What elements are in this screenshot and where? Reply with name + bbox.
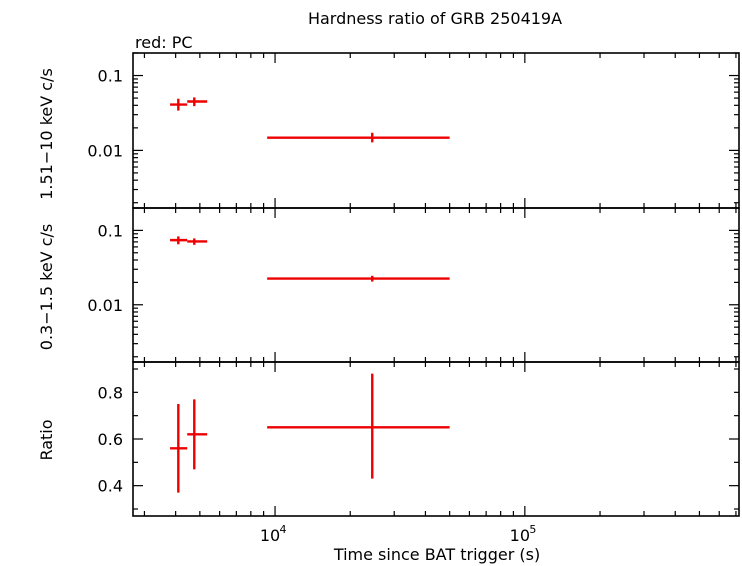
x-tick-label: 10 <box>510 526 530 545</box>
x-tick-label: 10 <box>260 526 280 545</box>
legend-note: red: PC <box>135 33 193 52</box>
panel-hard-frame <box>132 52 740 209</box>
panel-ratio-ylabel: Ratio <box>37 419 56 460</box>
panel-ratio-ytick-label: 0.8 <box>98 383 123 402</box>
x-tick-exponent: 5 <box>529 523 536 536</box>
plot-layer: 0.10.010.10.010.40.60.810 4 10 5 <box>87 52 740 545</box>
panel-soft-ytick-label: 0.01 <box>87 296 123 315</box>
panel-soft-frame <box>132 207 740 363</box>
x-tick-exponent: 4 <box>280 523 287 536</box>
panel-soft-ylabel: 0.3−1.5 keV c/s <box>37 224 56 350</box>
panel-ratio-frame <box>132 361 740 517</box>
panel-ratio-ytick-label: 0.6 <box>98 430 123 449</box>
panel-ratio-ytick-label: 0.4 <box>98 477 123 496</box>
chart-title: Hardness ratio of GRB 250419A <box>308 9 562 28</box>
panel-hard-ytick-label: 0.1 <box>98 67 123 86</box>
x-axis-label: Time since BAT trigger (s) <box>333 545 540 564</box>
panel-hard-ylabel: 1.51−10 keV c/s <box>37 68 56 200</box>
panel-hard-ytick-label: 0.01 <box>87 141 123 160</box>
panel-soft-ytick-label: 0.1 <box>98 221 123 240</box>
